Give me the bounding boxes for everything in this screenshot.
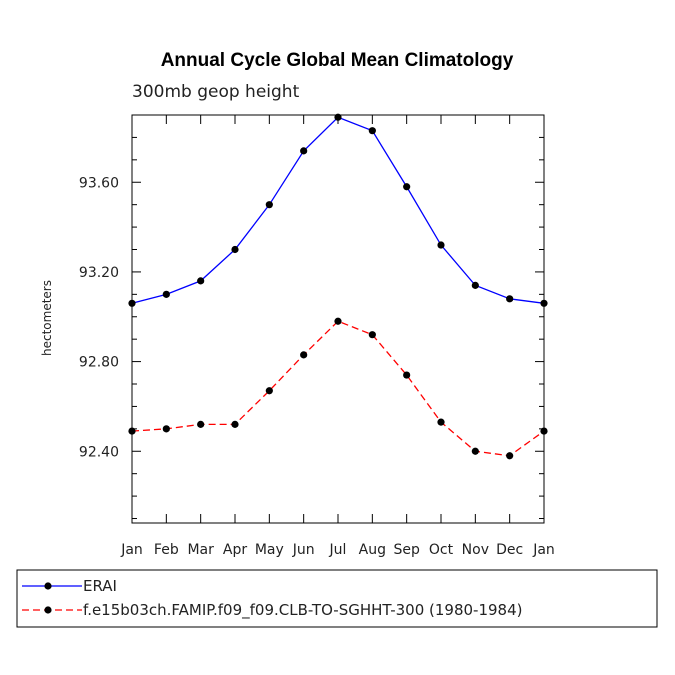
series-layer [128,113,548,460]
data-point [128,427,136,435]
x-tick-label: Feb [154,542,179,558]
data-point [265,387,273,395]
y-tick-label: 93.60 [79,175,119,191]
data-point [471,281,479,289]
data-point [471,447,479,455]
x-tick-label: Jul [329,542,347,558]
x-tick-label: Oct [429,542,454,558]
x-tick-label: Jun [292,542,315,558]
y-axis-label: hectometers [40,280,54,356]
x-tick-label: Sep [393,542,420,558]
data-point [197,420,205,428]
data-point [540,427,548,435]
data-point [162,425,170,433]
data-point [540,299,548,307]
data-point [300,147,308,155]
data-point [403,371,411,379]
x-tick-label: Jan [120,542,143,558]
x-tick-label: May [255,542,284,558]
x-tick-label: Aug [359,542,386,558]
data-point [506,452,514,460]
data-point [231,420,239,428]
axis-ticks: Jan Feb Mar Apr May Jun Jul Aug Sep Oct Nov Dec Jan 9… [79,115,555,558]
data-point [437,418,445,426]
series-line-2 [131,320,545,457]
legend-box [16,569,658,628]
y-tick-label: 93.20 [79,265,119,281]
x-tick-label: Nov [462,542,489,558]
series-line-1 [131,116,545,304]
x-tick-label: Jan [532,542,555,558]
x-tick-label: Dec [496,542,523,558]
data-point [231,245,239,254]
legend-marker [44,582,52,590]
legend-label-2: f.e15b03ch.FAMIP.f09_f09.CLB-TO-SGHHT-30… [83,601,522,620]
legend: ERAI f.e15b03ch.FAMIP.f09_f09.CLB-TO-SGHH… [22,577,522,620]
data-point [334,317,342,325]
y-tick-label: 92.40 [79,444,119,460]
data-point [162,290,170,298]
data-point [334,113,342,121]
legend-label-1: ERAI [83,577,117,595]
data-point [368,127,376,135]
x-tick-label: Apr [223,542,247,558]
data-point [403,183,411,191]
data-point [506,295,514,303]
chart-subtitle: 300mb geop height [132,82,300,102]
data-point [265,201,273,209]
legend-marker [44,606,52,614]
y-tick-label: 92.80 [79,355,119,371]
data-point [197,277,205,285]
chart-title: Annual Cycle Global Mean Climatology [161,50,514,71]
data-point [368,331,376,339]
data-point [128,299,136,307]
data-point [300,351,308,359]
data-point [437,241,445,249]
x-tick-label: Mar [187,542,214,558]
